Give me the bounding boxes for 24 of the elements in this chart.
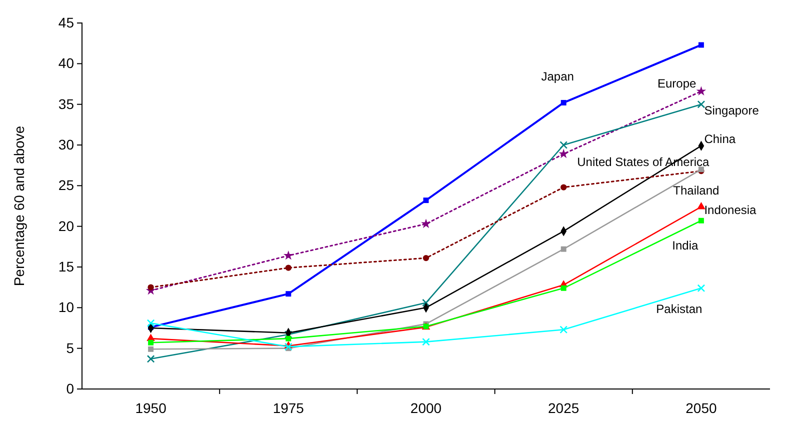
series-label: Pakistan	[656, 302, 702, 316]
y-axis-title: Percentage 60 and above	[11, 126, 27, 286]
y-tick-label: 10	[58, 299, 74, 316]
y-tick-label: 45	[58, 14, 74, 30]
series-label: Singapore	[704, 103, 760, 118]
y-tick-label: 35	[58, 96, 74, 112]
series-label: Thailand	[673, 183, 720, 198]
y-tick-label: 0	[66, 380, 74, 396]
series-label: China	[704, 132, 736, 146]
x-tick-label: 1950	[135, 400, 167, 416]
series-label: Europe	[657, 76, 697, 90]
y-tick-label: 40	[58, 55, 74, 72]
series-label: India	[672, 238, 699, 253]
y-tick-label: 20	[58, 218, 74, 234]
series-label: Japan	[541, 70, 574, 84]
x-tick-label: 2050	[686, 400, 717, 416]
series-label: Indonesia	[704, 202, 757, 217]
y-tick-label: 30	[58, 136, 74, 152]
y-tick-label: 25	[58, 177, 74, 194]
y-tick-label: 5	[66, 340, 74, 356]
y-tick-label: 15	[58, 258, 74, 274]
x-tick-label: 2000	[410, 400, 442, 416]
x-tick-label: 2025	[548, 400, 580, 416]
x-tick-label: 1975	[272, 400, 304, 416]
